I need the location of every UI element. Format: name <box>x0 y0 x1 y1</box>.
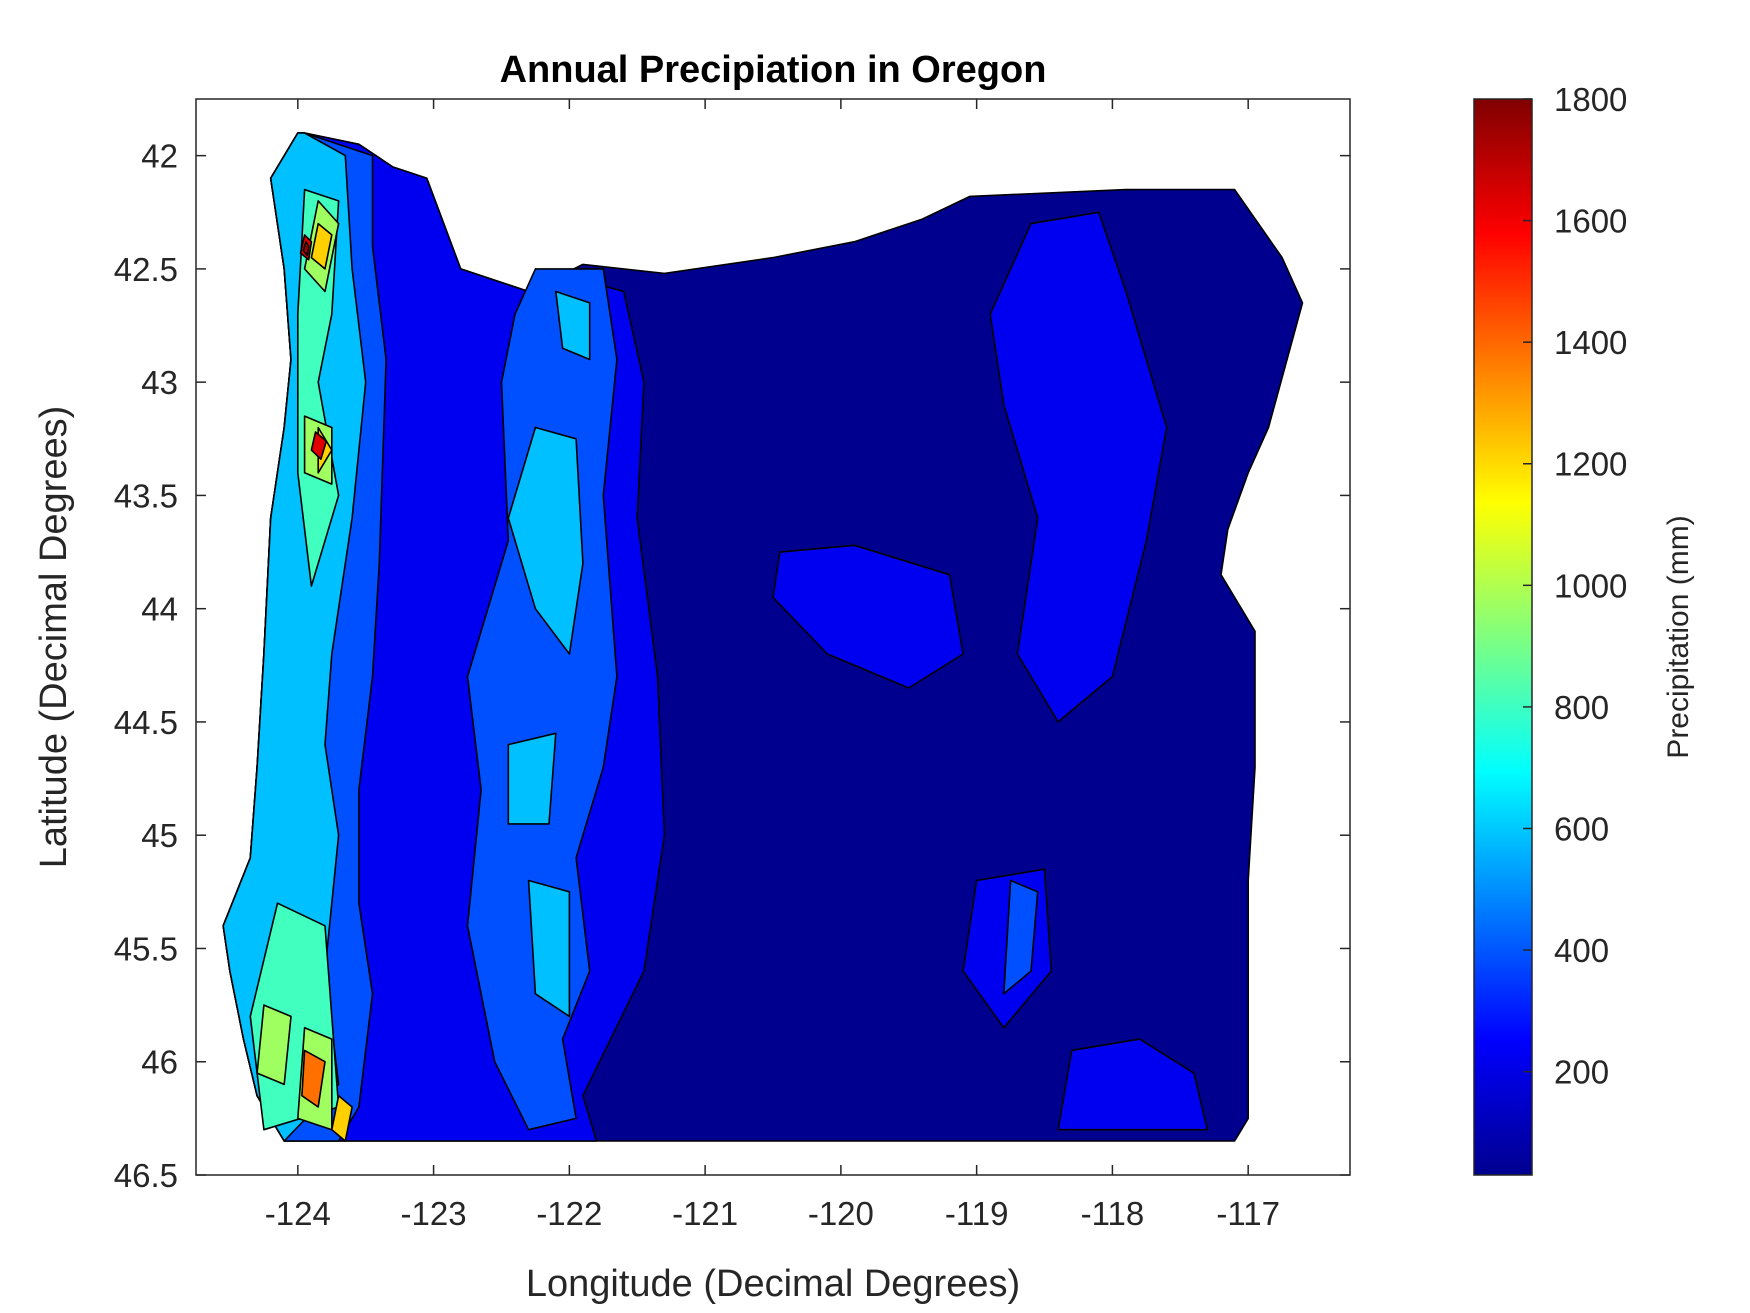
colorbar-tick-label: 400 <box>1554 932 1609 969</box>
y-tick-label: 44.5 <box>114 704 178 741</box>
contour-region-280-5 <box>1057 1038 1209 1131</box>
plot-area-frame <box>195 98 1351 1176</box>
contour-region-1150-20 <box>310 222 333 270</box>
x-tick-label: -123 <box>401 1195 467 1232</box>
contour-regions <box>222 132 1304 1142</box>
colorbar-ticks: 200 400 600 800 1000 1200 1400 1600 1800 <box>1523 81 1627 1091</box>
y-tick-label: 43.5 <box>114 477 178 514</box>
y-tick-label: 43 <box>141 364 178 401</box>
x-tick-label: -120 <box>808 1195 874 1232</box>
x-tick-label: -124 <box>265 1195 331 1232</box>
y-tick-label: 44 <box>141 591 178 628</box>
colorbar-tick-label: 1600 <box>1554 203 1627 240</box>
colorbar-tick-label: 1200 <box>1554 446 1627 483</box>
x-axis: -124 -123 -122 -121 -120 -119 -118 -117 <box>265 99 1280 1232</box>
colorbar <box>1473 98 1533 1176</box>
colorbar-tick-label: 800 <box>1554 689 1609 726</box>
colorbar-label: Precipitation (mm) <box>1662 515 1695 758</box>
x-axis-label: Longitude (Decimal Degrees) <box>526 1263 1020 1305</box>
y-tick-label: 46.5 <box>114 1157 178 1194</box>
colorbar-tick-label: 600 <box>1554 810 1609 847</box>
y-axis-label: Latitude (Decimal Degrees) <box>33 406 75 869</box>
y-tick-label: 45 <box>141 817 178 854</box>
contour-region-1350-23 <box>301 1049 326 1108</box>
x-tick-label: -119 <box>945 1195 1009 1232</box>
contour-region-560-12 <box>507 732 557 825</box>
x-tick-label: -118 <box>1081 1195 1145 1232</box>
x-tick-label: -122 <box>536 1195 602 1232</box>
colorbar-tick-label: 200 <box>1554 1054 1609 1091</box>
contour-region-380-8 <box>1002 879 1039 995</box>
y-tick-label: 46 <box>141 1044 178 1081</box>
contour-region-560-9 <box>222 132 367 1142</box>
contour-region-380-7 <box>466 268 618 1131</box>
y-tick-label: 42.5 <box>114 251 178 288</box>
contour-region-1700-26 <box>302 240 310 257</box>
contour-region-560-11 <box>554 290 591 361</box>
colorbar-tick-label: 1400 <box>1554 324 1627 361</box>
contour-region-1550-25 <box>310 431 328 461</box>
colorbar-tick-label: 1000 <box>1554 567 1627 604</box>
contour-region-280-3 <box>772 544 964 689</box>
x-tick-label: -117 <box>1216 1195 1280 1232</box>
y-tick-label: 45.5 <box>114 930 178 967</box>
y-tick-label: 42 <box>141 138 178 175</box>
chart-title: Annual Precipiation in Oregon <box>500 49 1047 91</box>
contour-region-1000-18 <box>256 1004 292 1086</box>
y-axis: 42 42.5 43 43.5 44 44.5 45 45.5 46 46.5 <box>114 138 1350 1194</box>
colorbar-tick-label: 1800 <box>1554 81 1627 118</box>
contour-region-560-10 <box>507 426 584 655</box>
contour-region-280-2 <box>989 211 1168 723</box>
x-tick-label: -121 <box>672 1195 738 1232</box>
contour-region-1150-22 <box>330 1094 353 1142</box>
contour-region-560-13 <box>527 879 571 1018</box>
